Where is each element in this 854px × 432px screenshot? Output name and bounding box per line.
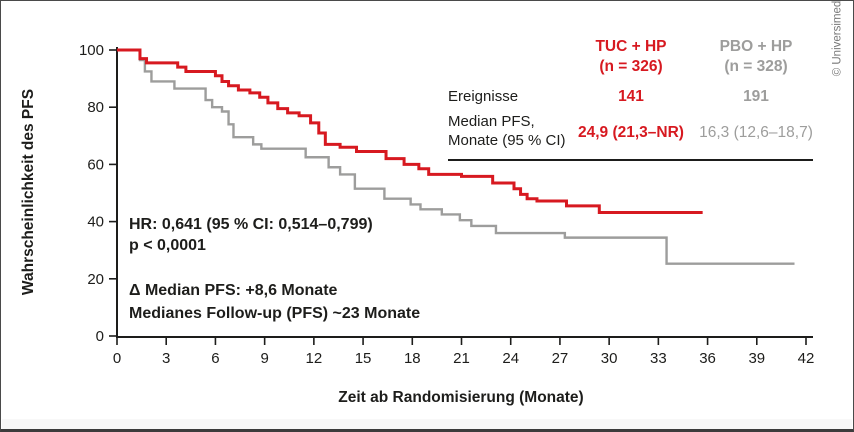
median-row-label-line2: Monate (95 % CI): [448, 132, 566, 149]
y-tick-label: 60: [87, 156, 104, 173]
x-tick-label: 36: [699, 350, 716, 367]
x-tick-label: 30: [601, 350, 618, 367]
pbo-hp-name: PBO + HP: [719, 38, 793, 55]
median-followup-text: Medianes Follow-up (PFS) ~23 Monate: [129, 305, 421, 322]
pbo-hp-curve: [117, 48, 795, 265]
median-row-label-line1: Median PFS,: [448, 113, 535, 130]
y-tick-label: 40: [87, 214, 104, 231]
x-tick-label: 18: [404, 350, 421, 367]
x-tick-label: 12: [306, 350, 323, 367]
x-tick-label: 3: [162, 350, 170, 367]
column-header-pbo-hp: PBO + HP (n = 328): [681, 37, 831, 77]
x-tick-label: 21: [453, 350, 470, 367]
copyright-credit: © Universimed: [831, 0, 844, 77]
tuc-hp-n: (n = 326): [599, 58, 663, 75]
x-axis-title: Zeit ab Randomisierung (Monate): [338, 389, 584, 406]
y-tick-label: 100: [79, 42, 104, 59]
x-tick-label: 27: [552, 350, 569, 367]
x-tick-label: 0: [113, 350, 121, 367]
hazard-ratio-text: HR: 0,641 (95 % CI: 0,514–0,799): [129, 216, 373, 233]
column-header-tuc-hp: TUC + HP (n = 326): [556, 37, 706, 77]
y-tick-label: 20: [87, 271, 104, 288]
events-value-pbo: 191: [743, 88, 769, 105]
y-tick-label: 0: [96, 328, 104, 345]
table-underline: [448, 159, 813, 161]
x-tick-label: 9: [260, 350, 268, 367]
tuc-hp-name: TUC + HP: [595, 38, 667, 55]
x-tick-label: 6: [211, 350, 219, 367]
x-tick-label: 42: [798, 350, 815, 367]
x-tick-label: 33: [650, 350, 667, 367]
pbo-hp-n: (n = 328): [724, 58, 788, 75]
delta-median-pfs-text: Δ Median PFS: +8,6 Monate: [129, 282, 338, 299]
x-tick-label: 15: [355, 350, 372, 367]
y-tick-label: 80: [87, 99, 104, 116]
footer-strip: [2, 419, 852, 429]
p-value-text: p < 0,0001: [129, 237, 206, 254]
median-value-tuc: 24,9 (21,3–NR): [578, 124, 684, 141]
events-row-label: Ereignisse: [448, 88, 519, 105]
y-axis-title: Wahrscheinlichkeit des PFS: [20, 88, 37, 296]
median-value-pbo: 16,3 (12,6–18,7): [699, 124, 813, 141]
x-tick-label: 39: [748, 350, 765, 367]
events-value-tuc: 141: [618, 88, 644, 105]
tuc-hp-curve: [117, 48, 703, 214]
x-tick-label: 24: [502, 350, 519, 367]
